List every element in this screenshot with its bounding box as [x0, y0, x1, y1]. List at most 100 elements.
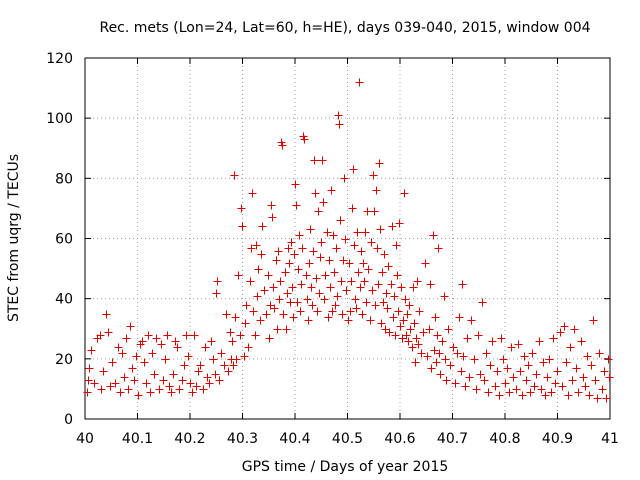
- data-point: [254, 265, 263, 274]
- data-point: [446, 361, 455, 370]
- data-point: [317, 238, 326, 247]
- data-point: [344, 316, 353, 325]
- data-point: [389, 313, 398, 322]
- data-point: [220, 361, 229, 370]
- data-point: [474, 331, 483, 340]
- data-point: [458, 280, 467, 289]
- data-point: [281, 268, 290, 277]
- data-point: [247, 244, 256, 253]
- data-point: [488, 337, 497, 346]
- data-point: [434, 244, 443, 253]
- data-point: [574, 388, 583, 397]
- data-point: [120, 373, 129, 382]
- data-point: [410, 319, 419, 328]
- data-point: [217, 349, 226, 358]
- data-point: [238, 222, 247, 231]
- data-point: [419, 328, 428, 337]
- data-point: [84, 376, 93, 385]
- data-point: [211, 370, 220, 379]
- data-point: [444, 325, 453, 334]
- data-point: [359, 259, 368, 268]
- data-point: [207, 337, 216, 346]
- data-point: [405, 301, 414, 310]
- data-point: [108, 358, 117, 367]
- data-point: [394, 307, 403, 316]
- data-point: [199, 385, 208, 394]
- data-point: [598, 385, 607, 394]
- data-point: [161, 355, 170, 364]
- data-point: [572, 364, 581, 373]
- data-point: [293, 298, 302, 307]
- data-point: [380, 250, 389, 259]
- data-point: [516, 367, 525, 376]
- data-point: [114, 343, 123, 352]
- data-point: [388, 222, 397, 231]
- data-point: [338, 310, 347, 319]
- data-point: [294, 265, 303, 274]
- data-point: [83, 388, 92, 397]
- data-point: [509, 373, 518, 382]
- data-point: [465, 373, 474, 382]
- data-point: [157, 340, 166, 349]
- data-point: [320, 295, 329, 304]
- data-point: [295, 231, 304, 240]
- data-point: [188, 388, 197, 397]
- y-tick-label: 120: [46, 51, 73, 67]
- data-point: [213, 277, 222, 286]
- data-point: [581, 382, 590, 391]
- data-point: [480, 376, 489, 385]
- data-point: [229, 361, 238, 370]
- data-point: [289, 313, 298, 322]
- data-point: [512, 385, 521, 394]
- data-point: [128, 364, 137, 373]
- data-point: [373, 244, 382, 253]
- data-point: [319, 198, 328, 207]
- data-point: [363, 207, 372, 216]
- data-point: [545, 355, 554, 364]
- data-point: [522, 376, 531, 385]
- data-point: [453, 349, 462, 358]
- y-tick-label: 40: [55, 292, 73, 308]
- data-point: [267, 201, 276, 210]
- data-point: [478, 298, 487, 307]
- data-point: [556, 328, 565, 337]
- data-point: [111, 379, 120, 388]
- data-point: [268, 213, 277, 222]
- data-point: [234, 271, 243, 280]
- data-point: [368, 286, 377, 295]
- data-point: [358, 310, 367, 319]
- data-point: [470, 355, 479, 364]
- data-point: [242, 301, 251, 310]
- data-point: [354, 268, 363, 277]
- data-point: [376, 225, 385, 234]
- data-point: [457, 367, 466, 376]
- data-point: [309, 247, 318, 256]
- data-point: [560, 322, 569, 331]
- data-point: [248, 189, 257, 198]
- data-point: [600, 367, 609, 376]
- data-point: [526, 388, 535, 397]
- data-point: [374, 280, 383, 289]
- data-point: [331, 301, 340, 310]
- data-point: [175, 385, 184, 394]
- data-point: [564, 391, 573, 400]
- data-point: [426, 280, 435, 289]
- data-point: [413, 277, 422, 286]
- data-point: [402, 331, 411, 340]
- x-tick-label: 40.3: [227, 431, 258, 447]
- data-point: [252, 241, 261, 250]
- data-point: [314, 207, 323, 216]
- data-point: [275, 295, 284, 304]
- data-point: [116, 388, 125, 397]
- x-tick-label: 40.5: [332, 431, 363, 447]
- data-point: [327, 186, 336, 195]
- data-point: [433, 331, 442, 340]
- data-point: [330, 268, 339, 277]
- data-point: [278, 141, 287, 150]
- data-point: [435, 349, 444, 358]
- data-point: [303, 295, 312, 304]
- data-point: [605, 373, 614, 382]
- x-tick-label: 40.7: [437, 431, 468, 447]
- data-point: [362, 298, 371, 307]
- axis-ticks: 40 40.1 40.2 40.3 40.4 40.5 40.6 40.7 40.8 40.9 41…: [46, 51, 619, 447]
